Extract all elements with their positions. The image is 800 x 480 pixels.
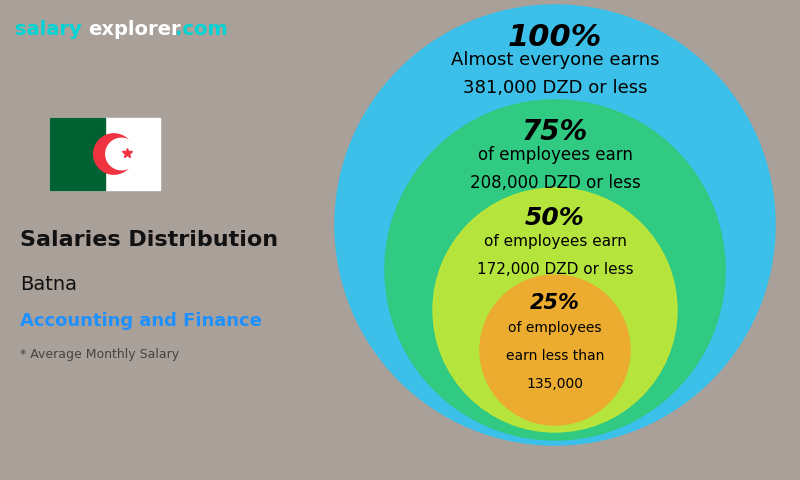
Bar: [50, 118, 160, 190]
Text: of employees earn: of employees earn: [483, 234, 626, 249]
Text: .com: .com: [175, 20, 228, 39]
Bar: [50, 118, 105, 190]
Circle shape: [385, 100, 725, 440]
Text: Almost everyone earns: Almost everyone earns: [450, 51, 659, 69]
Text: explorer: explorer: [88, 20, 181, 39]
Text: 25%: 25%: [530, 293, 580, 313]
Text: 100%: 100%: [508, 23, 602, 52]
Text: 208,000 DZD or less: 208,000 DZD or less: [470, 174, 640, 192]
Text: of employees: of employees: [508, 321, 602, 335]
Text: * Average Monthly Salary: * Average Monthly Salary: [20, 348, 179, 361]
Text: Salaries Distribution: Salaries Distribution: [20, 230, 278, 250]
Text: earn less than: earn less than: [506, 349, 604, 363]
Text: 172,000 DZD or less: 172,000 DZD or less: [477, 262, 634, 277]
Circle shape: [335, 5, 775, 445]
Text: 135,000: 135,000: [526, 377, 583, 391]
Text: 50%: 50%: [525, 206, 585, 230]
Text: of employees earn: of employees earn: [478, 146, 633, 164]
Circle shape: [106, 138, 138, 170]
Circle shape: [480, 275, 630, 425]
Circle shape: [94, 134, 134, 174]
Text: Accounting and Finance: Accounting and Finance: [20, 312, 262, 330]
Text: 381,000 DZD or less: 381,000 DZD or less: [462, 79, 647, 97]
Text: Batna: Batna: [20, 275, 77, 294]
Text: 75%: 75%: [522, 118, 588, 146]
Text: salary: salary: [15, 20, 82, 39]
Circle shape: [433, 188, 677, 432]
